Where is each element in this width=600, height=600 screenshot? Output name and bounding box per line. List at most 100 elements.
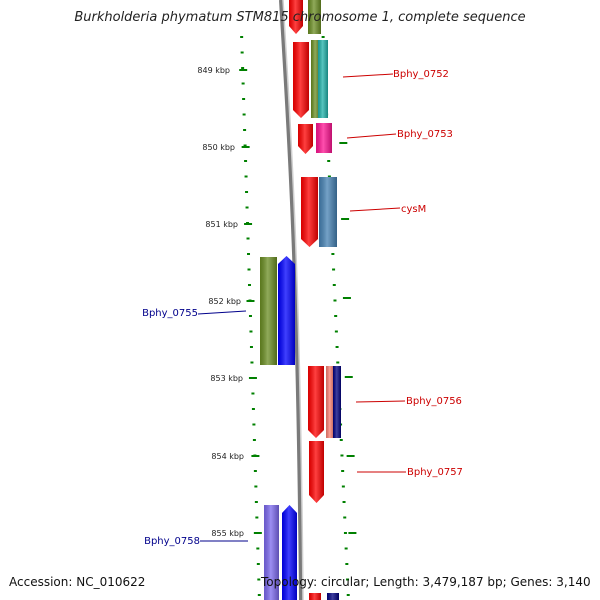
ruler-tick xyxy=(245,206,249,209)
feature-bphy-0752-forward[interactable] xyxy=(293,42,309,118)
ruler-tick xyxy=(253,532,262,534)
ruler-tick xyxy=(343,532,347,534)
ruler-tick xyxy=(249,346,253,348)
ruler-tick xyxy=(344,376,353,378)
ruler-tick xyxy=(335,346,339,348)
feature-bottom-navy[interactable] xyxy=(327,593,339,600)
ruler-tick xyxy=(241,67,245,69)
leader-line xyxy=(197,310,247,315)
ruler-tick xyxy=(240,51,244,54)
ruler-tick xyxy=(256,547,260,550)
gene-label-bphy-0752[interactable]: Bphy_0752 xyxy=(393,69,449,80)
ruler-tick xyxy=(244,160,248,162)
ruler-tick xyxy=(342,501,346,503)
chromosome-backbone-highlight xyxy=(282,0,304,600)
feature-teal-strip[interactable] xyxy=(318,40,328,118)
ruler-label: 854 kbp xyxy=(211,452,244,461)
ruler-tick xyxy=(243,129,247,131)
ruler-tick xyxy=(346,455,355,457)
feature-magenta[interactable] xyxy=(316,123,332,153)
ruler-tick xyxy=(244,223,253,225)
ruler-tick xyxy=(339,439,343,441)
ruler-tick xyxy=(240,36,244,38)
ruler-tick xyxy=(254,501,258,503)
ruler-tick xyxy=(321,36,325,38)
feature-salmon[interactable] xyxy=(326,366,334,438)
ruler-tick xyxy=(331,253,335,255)
ruler-tick xyxy=(334,330,338,333)
ruler-tick xyxy=(252,439,256,441)
ruler-tick xyxy=(345,563,349,565)
feature-bphy-0755-reverse[interactable] xyxy=(278,256,295,365)
ruler-tick xyxy=(245,191,249,193)
ruler-tick xyxy=(344,547,348,550)
feature-steelblue[interactable] xyxy=(319,177,337,247)
ruler-tick xyxy=(341,485,345,488)
ruler-tick xyxy=(244,175,248,178)
ruler-label: 850 kbp xyxy=(202,143,235,152)
feature-olive-strip[interactable] xyxy=(311,40,320,118)
feature-bphy-0753-forward[interactable] xyxy=(298,124,313,154)
feature-cysm-forward[interactable] xyxy=(301,177,318,247)
ruler-tick xyxy=(257,578,261,581)
feature-bphy-0756-forward[interactable] xyxy=(308,366,324,438)
ruler-tick xyxy=(336,361,340,364)
ruler-label: 853 kbp xyxy=(210,374,243,383)
ruler-tick xyxy=(242,98,246,100)
gene-label-bphy-0758[interactable]: Bphy_0758 xyxy=(144,536,200,547)
gene-label-bphy-0753[interactable]: Bphy_0753 xyxy=(397,129,453,140)
ruler-tick xyxy=(255,516,259,519)
ruler-tick xyxy=(341,218,350,220)
ruler-tick xyxy=(346,594,350,596)
ruler-tick xyxy=(342,297,351,299)
feature-bphy-0758-reverse[interactable] xyxy=(282,505,297,600)
ruler-tick xyxy=(252,423,256,426)
ruler-tick xyxy=(248,377,257,379)
ruler-tick xyxy=(327,175,331,178)
ruler-tick xyxy=(251,392,255,395)
feature-olive-left[interactable] xyxy=(260,257,277,365)
ruler-tick xyxy=(251,455,260,457)
leader-line xyxy=(349,207,401,212)
ruler-tick xyxy=(247,284,251,286)
ruler-tick xyxy=(256,563,260,565)
ruler-tick xyxy=(250,361,254,364)
ruler-tick xyxy=(334,315,338,317)
feature-bphy-0757-forward[interactable] xyxy=(309,441,324,503)
ruler-tick xyxy=(246,237,250,240)
ruler-tick xyxy=(348,532,357,534)
ruler-labels: 849 kbp 850 kbp 851 kbp 852 kbp 853 kbp … xyxy=(197,66,244,538)
ruler-label: 849 kbp xyxy=(197,66,230,75)
ruler-tick xyxy=(254,485,258,488)
ruler-tick xyxy=(333,299,337,302)
ruler-tick xyxy=(327,160,331,162)
gene-label-cysm[interactable]: cysM xyxy=(401,204,426,215)
ruler-tick xyxy=(246,300,255,302)
feature-navy[interactable] xyxy=(333,366,341,438)
ruler-tick xyxy=(239,69,248,71)
feature-top-olive[interactable] xyxy=(308,0,321,34)
ruler-tick xyxy=(247,268,251,271)
ruler-tick xyxy=(248,315,252,317)
ruler-tick xyxy=(247,253,251,255)
ruler-tick xyxy=(346,578,350,581)
ruler-tick xyxy=(243,144,247,147)
ruler-label: 851 kbp xyxy=(205,220,238,229)
ruler-tick xyxy=(253,470,257,472)
ruler-tick xyxy=(332,284,336,286)
feature-bottom-red[interactable] xyxy=(309,593,321,600)
feature-lavender[interactable] xyxy=(264,505,279,600)
accession-text: Accession: NC_010622 xyxy=(9,575,146,589)
ruler-label: 855 kbp xyxy=(211,529,244,538)
ruler-tick xyxy=(332,268,336,271)
gene-label-bphy-0755[interactable]: Bphy_0755 xyxy=(142,308,198,319)
ruler-tick xyxy=(251,408,255,410)
ruler-label: 852 kbp xyxy=(208,297,241,306)
ruler-tick xyxy=(339,142,348,144)
ruler-tick xyxy=(257,594,261,596)
feature-blocks xyxy=(260,0,341,600)
gene-label-bphy-0757[interactable]: Bphy_0757 xyxy=(407,467,463,478)
feature-top-partial[interactable] xyxy=(289,0,303,34)
gene-label-bphy-0756[interactable]: Bphy_0756 xyxy=(406,396,462,407)
ruler-tick xyxy=(340,454,344,457)
